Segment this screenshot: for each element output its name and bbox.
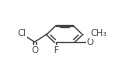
- Text: Cl: Cl: [17, 29, 26, 38]
- Text: F: F: [53, 46, 58, 55]
- Text: O: O: [87, 38, 94, 47]
- Text: CH₃: CH₃: [91, 29, 107, 38]
- Text: O: O: [31, 46, 38, 55]
